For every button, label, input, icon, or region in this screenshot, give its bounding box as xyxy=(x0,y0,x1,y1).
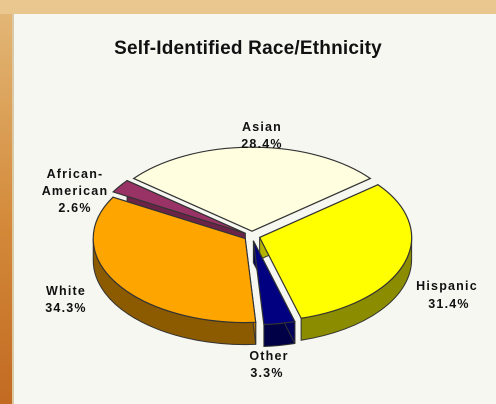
slice-value-asian: 28.4% xyxy=(241,137,282,151)
slide-top-strip xyxy=(0,0,496,14)
slice-label-african-american-line2: American xyxy=(42,184,109,198)
slice-label-african-american-line1: African- xyxy=(47,167,104,181)
pie-slice-white xyxy=(92,196,257,324)
slice-value-hispanic: 31.4% xyxy=(428,297,469,311)
pie-slice-hispanic xyxy=(258,184,413,319)
slice-value-white: 34.3% xyxy=(45,301,86,315)
slice-label-asian: Asian xyxy=(242,120,282,134)
pie-slice-other xyxy=(252,240,296,326)
slice-labels: Asian 28.4% Hispanic 31.4% Other 3.3% Wh… xyxy=(42,120,478,380)
slice-label-white: White xyxy=(46,284,86,298)
chart-title: Self-Identified Race/Ethnicity xyxy=(114,38,382,59)
pie-slice-african-american xyxy=(111,179,246,234)
pie-top-layer xyxy=(92,146,413,326)
slice-label-hispanic: Hispanic xyxy=(416,279,478,293)
pie-slice-asian xyxy=(132,146,372,232)
slice-label-other: Other xyxy=(249,349,288,363)
slice-value-other: 3.3% xyxy=(250,366,283,380)
slice-value-african-american: 2.6% xyxy=(58,201,91,215)
